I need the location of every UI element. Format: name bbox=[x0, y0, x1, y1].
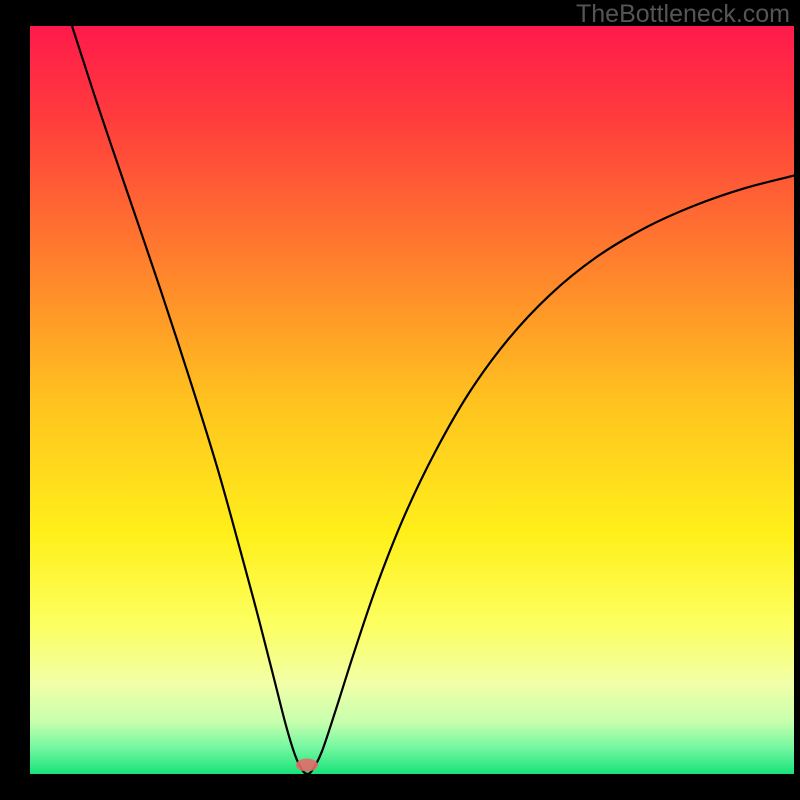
watermark-text: TheBottleneck.com bbox=[576, 0, 790, 29]
border-right bbox=[794, 0, 800, 800]
bottleneck-curve bbox=[72, 26, 794, 774]
plot-area bbox=[30, 26, 794, 774]
curve-svg bbox=[30, 26, 794, 774]
border-left bbox=[0, 0, 30, 800]
chart-stage: TheBottleneck.com bbox=[0, 0, 800, 800]
minimum-marker bbox=[296, 759, 318, 772]
border-bottom bbox=[0, 774, 800, 800]
